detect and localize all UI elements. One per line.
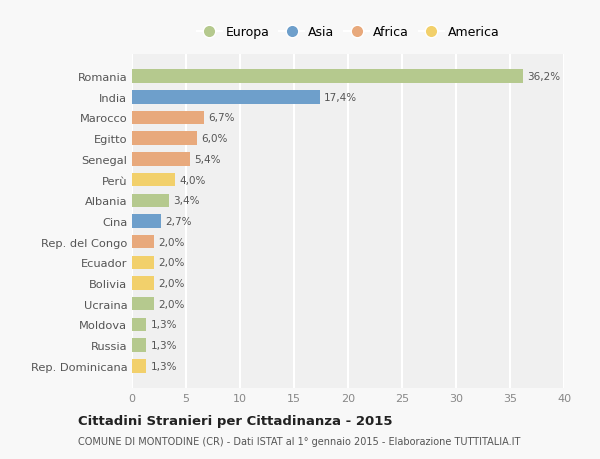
Text: 3,4%: 3,4% [173,196,200,206]
Bar [132,174,175,187]
Bar [132,339,146,352]
Bar [132,256,154,269]
Bar [132,215,161,228]
Text: COMUNE DI MONTODINE (CR) - Dati ISTAT al 1° gennaio 2015 - Elaborazione TUTTITAL: COMUNE DI MONTODINE (CR) - Dati ISTAT al… [78,437,520,446]
Text: 1,3%: 1,3% [151,320,177,330]
Text: 2,7%: 2,7% [166,217,192,226]
Legend: Europa, Asia, Africa, America: Europa, Asia, Africa, America [191,22,505,45]
Bar [132,359,146,373]
Bar [132,70,523,84]
Text: 6,7%: 6,7% [209,113,235,123]
Text: 2,0%: 2,0% [158,258,184,268]
Text: 1,3%: 1,3% [151,361,177,371]
Text: 2,0%: 2,0% [158,237,184,247]
Bar [132,112,205,125]
Bar [132,91,320,104]
Text: 17,4%: 17,4% [324,93,358,102]
Bar [132,235,154,249]
Text: 5,4%: 5,4% [194,155,221,164]
Bar [132,297,154,311]
Bar [132,318,146,331]
Text: 6,0%: 6,0% [201,134,227,144]
Bar [132,194,169,207]
Bar [132,153,190,166]
Text: Cittadini Stranieri per Cittadinanza - 2015: Cittadini Stranieri per Cittadinanza - 2… [78,414,392,428]
Text: 2,0%: 2,0% [158,299,184,309]
Bar [132,277,154,290]
Text: 36,2%: 36,2% [527,72,560,82]
Bar [132,132,197,146]
Text: 1,3%: 1,3% [151,341,177,350]
Text: 4,0%: 4,0% [179,175,206,185]
Text: 2,0%: 2,0% [158,279,184,288]
